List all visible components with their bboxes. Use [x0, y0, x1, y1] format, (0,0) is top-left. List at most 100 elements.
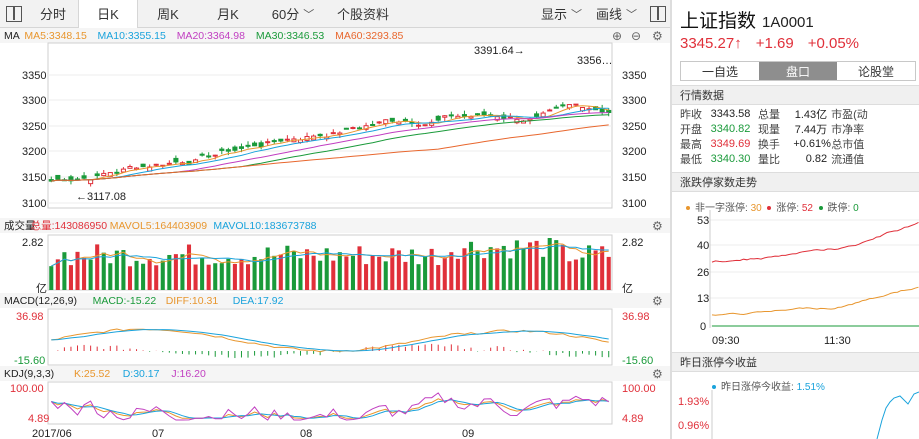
volume-bar: [416, 264, 421, 290]
volume-bar: [68, 265, 73, 290]
k-line: [51, 398, 609, 419]
candle-body: [238, 146, 244, 149]
indicator-value: MA20:3364.98: [177, 30, 245, 42]
y-tick-label: 亿: [622, 282, 633, 295]
volume-bar: [377, 256, 382, 290]
x-tick-label: 08: [300, 428, 312, 439]
income-chart: 1.93% 0.96%: [678, 390, 919, 439]
draw-line-button[interactable]: 画线 ﹀: [595, 7, 637, 22]
volume-bar: [527, 242, 533, 290]
volume-bar: [344, 256, 349, 290]
volume-bar: [462, 248, 467, 290]
volume-bar: [167, 254, 172, 290]
candle-body: [258, 142, 264, 148]
gear-icon: ⚙: [652, 294, 663, 308]
price: 3345.27↑: [680, 35, 742, 52]
display-menu-button[interactable]: 显示 ﹀: [540, 7, 582, 22]
volume-bar: [245, 264, 251, 290]
panel-header: [0, 293, 670, 308]
volume-bar: [95, 244, 100, 290]
y-tick-label: 26: [697, 267, 709, 279]
candle-body: [166, 162, 172, 165]
panel-toggle-icon[interactable]: [6, 5, 22, 22]
chart-canvas[interactable]: MA MA5:3348.15 MA10:3355.15 MA20:3364.98 MA3…: [0, 28, 670, 439]
volume-bar: [213, 263, 218, 290]
tab-daily-k[interactable]: 日K: [78, 0, 138, 28]
volume-bar: [305, 249, 310, 290]
volume-bar: [475, 251, 480, 290]
volume-bar: [514, 240, 519, 290]
volume-bar: [560, 244, 565, 290]
panel-toggle-icon[interactable]: [650, 5, 666, 22]
candle-body: [468, 116, 474, 119]
indicator-value: D:30.17: [123, 368, 160, 380]
candle-body: [350, 127, 356, 130]
volume-bar: [442, 257, 447, 290]
volume-bar: [55, 259, 60, 290]
volume-bar: [272, 255, 277, 290]
divider[interactable]: [670, 0, 672, 439]
income-line: [876, 391, 919, 439]
tab-order-book[interactable]: 盘口: [759, 62, 837, 80]
tab-intraday[interactable]: 分时: [39, 7, 66, 22]
tab-forum[interactable]: 论股堂: [857, 64, 894, 79]
ma-line: [51, 107, 609, 182]
y-tick-label: 3200: [622, 146, 646, 158]
y-tick-label: 36.98: [622, 311, 650, 323]
candle-body: [317, 133, 323, 137]
y-tick-label: 1.93%: [678, 396, 709, 408]
volume-bar: [534, 240, 539, 290]
candle-body: [540, 112, 546, 118]
candle-body: [547, 109, 553, 112]
candle-body: [461, 114, 467, 117]
dea-line: [51, 329, 609, 352]
stock-title: 上证指数 1A0001: [680, 6, 814, 33]
volume-bar: [547, 238, 552, 290]
volume-bar: [298, 258, 303, 290]
candle-body: [534, 113, 540, 117]
tab-60min[interactable]: 60分 ﹀: [271, 7, 315, 22]
candle-body: [225, 149, 231, 152]
candle-body: [271, 140, 277, 143]
volume-bar: [141, 263, 146, 290]
gear-icon: ⚙: [652, 29, 663, 43]
volume-bar: [600, 246, 605, 290]
volume-bar: [396, 250, 401, 290]
tab-stock-profile[interactable]: 个股资料: [336, 7, 389, 22]
indicator-value: MA30:3346.53: [256, 30, 324, 42]
y-tick-label: 4.89: [622, 413, 643, 425]
mavol-line: [51, 245, 609, 267]
j-line: [50, 392, 609, 421]
volume-bar: [114, 250, 119, 290]
low-price-label: ←3117.08: [76, 191, 126, 203]
y-tick-label: 3250: [622, 121, 646, 133]
tab-monthly-k[interactable]: 月K: [217, 7, 239, 22]
volume-bar: [357, 246, 362, 290]
volume-bar: [423, 255, 428, 290]
tab-watchlist[interactable]: 一自选: [701, 64, 738, 79]
panel-frame: [47, 381, 613, 425]
y-tick-label: 3300: [22, 95, 46, 107]
volume-bar: [252, 256, 257, 290]
non-straight-limit-line: [711, 286, 919, 316]
chart-area: MA MA5:3348.15 MA10:3355.15 MA20:3364.98 MA3…: [0, 28, 670, 439]
volume-bar: [488, 247, 493, 290]
y-tick-label: 0: [700, 321, 706, 333]
volume-bar: [541, 256, 546, 290]
indicator-value: MAVOL5:164403909: [110, 220, 207, 232]
high-price-label: 3391.64→: [474, 45, 525, 57]
volume-bar: [173, 254, 178, 290]
candle-body: [383, 119, 389, 125]
y-tick-label: 3350: [622, 70, 646, 82]
candle-body: [514, 118, 520, 124]
y-tick-label: -15.60: [622, 355, 653, 367]
x-tick-label: 2017/06: [32, 428, 72, 439]
tab-weekly-k[interactable]: 周K: [157, 7, 179, 22]
candle-body: [553, 106, 559, 109]
y-tick-label: 4.89: [28, 413, 49, 425]
ma-line: [51, 114, 609, 182]
volume-bar: [580, 257, 585, 290]
candle-body: [481, 111, 487, 116]
candle-body: [501, 114, 507, 120]
candle-body: [219, 148, 225, 151]
